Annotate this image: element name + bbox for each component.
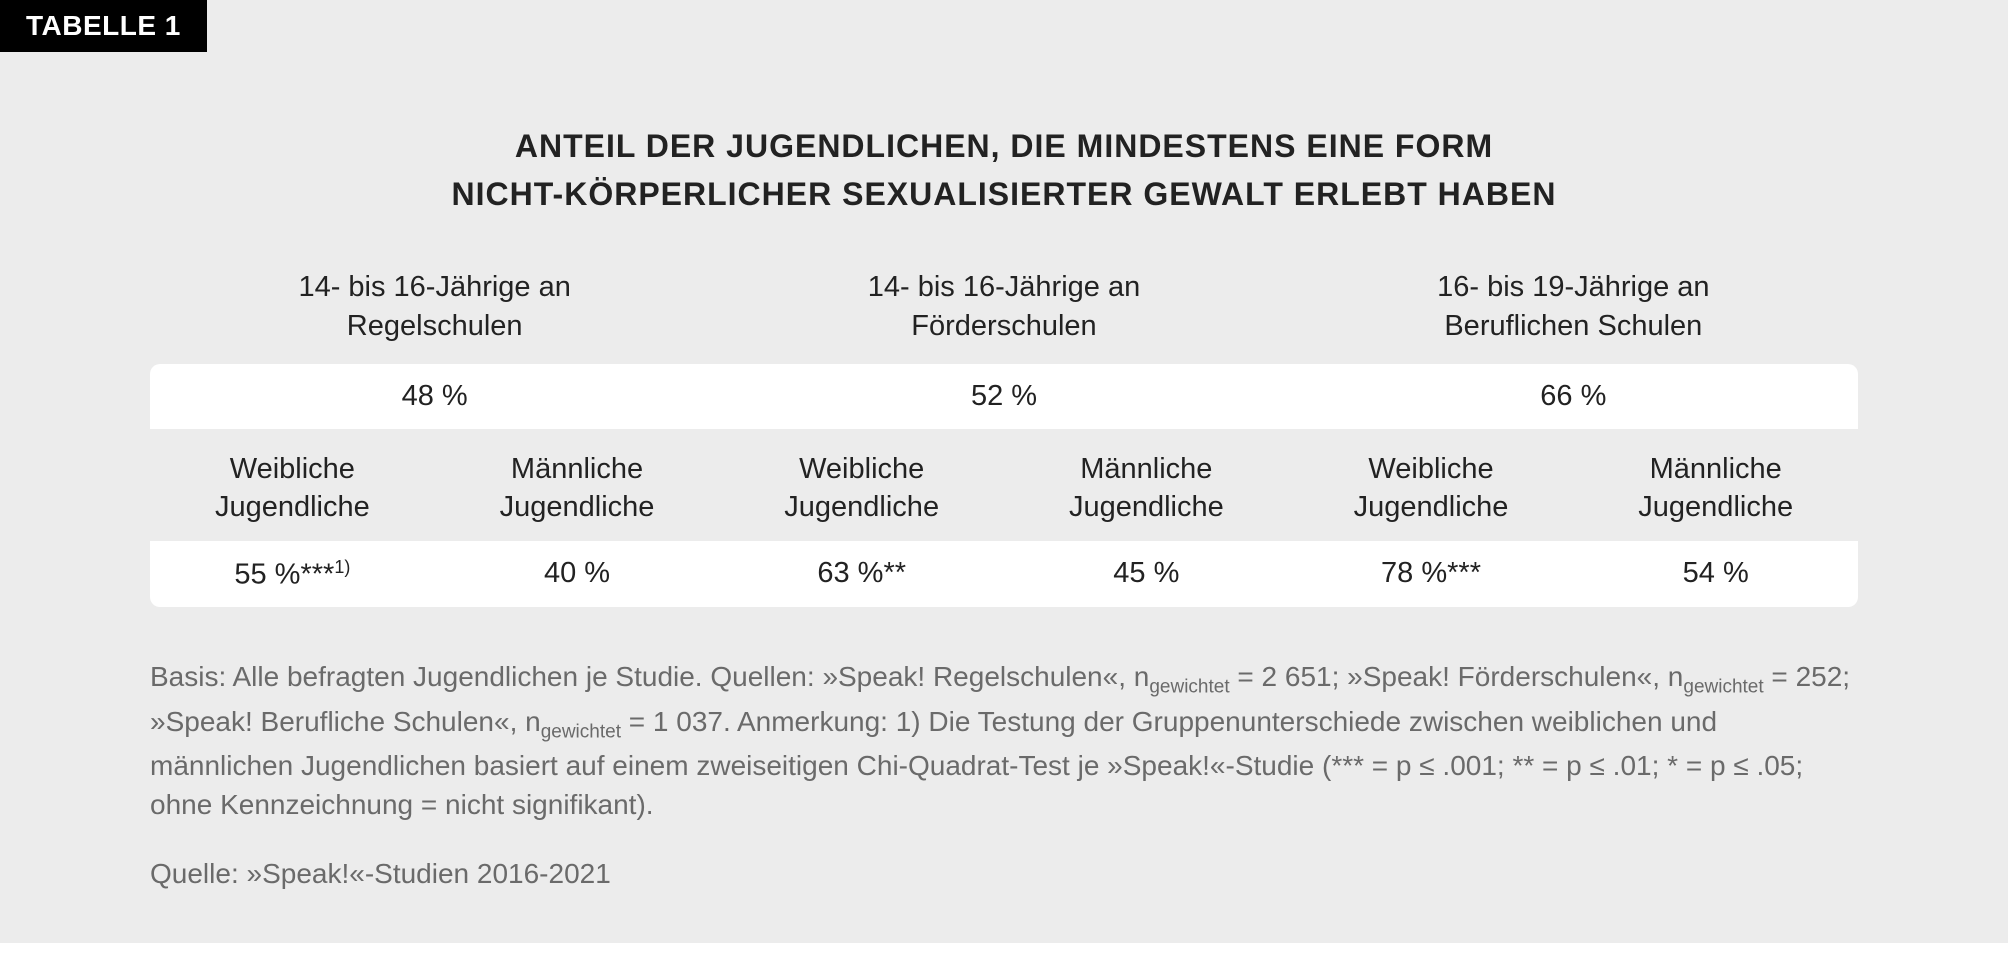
sub-label-female-l1: Weibliche [230,453,355,485]
totals-row: 48 % 52 % 66 % [150,364,1858,429]
group-header-3-line1: 16- bis 19-Jährige an [1437,271,1709,303]
title-line-1: ANTEIL DER JUGENDLICHEN, DIE MINDESTENS … [150,122,1858,170]
sub-label-male-l2: Jugendliche [500,491,655,523]
sub-header-g2-male: Männliche Jugendliche [1004,451,1289,526]
group-header-2: 14- bis 16-Jährige an Förderschulen [719,268,1288,364]
total-cell-1: 48 % [150,380,719,413]
total-cell-3: 66 % [1289,380,1858,413]
group-headers-row: 14- bis 16-Jährige an Regelschulen 14- b… [150,268,1858,364]
sub-label-female-l1-c: Weibliche [1368,453,1493,485]
group-header-1: 14- bis 16-Jährige an Regelschulen [150,268,719,364]
values-row: 55 %***1) 40 % 63 %** 45 % 78 %*** 54 % [150,541,1858,608]
footnote-main: Basis: Alle befragten Jugendlichen je St… [150,657,1858,824]
sub-label-male-l2-c: Jugendliche [1638,491,1793,523]
sub-label-male-l1-b: Männliche [1080,453,1212,485]
footnote-prefix: Basis: Alle befragten Jugendlichen je St… [150,661,1149,692]
table-tab-label: TABELLE 1 [0,0,207,52]
table-title: ANTEIL DER JUGENDLICHEN, DIE MINDESTENS … [150,122,1858,218]
footnote-sub1: gewichtet [1149,677,1229,698]
sub-header-g2-female: Weibliche Jugendliche [719,451,1004,526]
value-g1-female: 55 %***1) [150,557,435,592]
group-header-2-line2: Förderschulen [911,310,1096,342]
value-g1-male: 40 % [435,557,720,592]
group-header-1-line2: Regelschulen [347,310,523,342]
group-header-2-line1: 14- bis 16-Jährige an [868,271,1140,303]
sub-header-row: Weibliche Jugendliche Männliche Jugendli… [150,429,1858,540]
footnote-source: Quelle: »Speak!«-Studien 2016-2021 [150,854,1858,893]
group-header-3: 16- bis 19-Jährige an Beruflichen Schule… [1289,268,1858,364]
total-cell-2: 52 % [719,380,1288,413]
value-g3-male: 54 % [1573,557,1858,592]
sub-label-female-l2-c: Jugendliche [1354,491,1509,523]
group-header-3-line2: Beruflichen Schulen [1444,310,1702,342]
sub-header-g3-female: Weibliche Jugendliche [1289,451,1574,526]
value-g2-female: 63 %** [719,557,1004,592]
sub-header-g1-male: Männliche Jugendliche [435,451,720,526]
footnote-sub3: gewichtet [541,721,621,742]
footnote-part2: = 2 651; »Speak! Förderschulen«, n [1230,661,1684,692]
value-g3-female: 78 %*** [1289,557,1574,592]
footnote-sub2: gewichtet [1683,677,1763,698]
group-header-1-line1: 14- bis 16-Jährige an [298,271,570,303]
title-line-2: NICHT-KÖRPERLICHER SEXUALISIERTER GEWALT… [150,170,1858,218]
sub-label-female-l2-b: Jugendliche [784,491,939,523]
sub-label-male-l1: Männliche [511,453,643,485]
sub-label-female-l2: Jugendliche [215,491,370,523]
sub-label-male-l1-c: Männliche [1650,453,1782,485]
sub-header-g3-male: Männliche Jugendliche [1573,451,1858,526]
content-area: ANTEIL DER JUGENDLICHEN, DIE MINDESTENS … [0,52,2008,943]
sub-label-female-l1-b: Weibliche [799,453,924,485]
sub-header-g1-female: Weibliche Jugendliche [150,451,435,526]
value-g1-female-sup: 1) [334,557,350,577]
value-g1-female-text: 55 %*** [234,558,334,590]
value-g2-male: 45 % [1004,557,1289,592]
footnote-area: Basis: Alle befragten Jugendlichen je St… [150,607,1858,893]
sub-label-male-l2-b: Jugendliche [1069,491,1224,523]
table-container: TABELLE 1 ANTEIL DER JUGENDLICHEN, DIE M… [0,0,2008,943]
